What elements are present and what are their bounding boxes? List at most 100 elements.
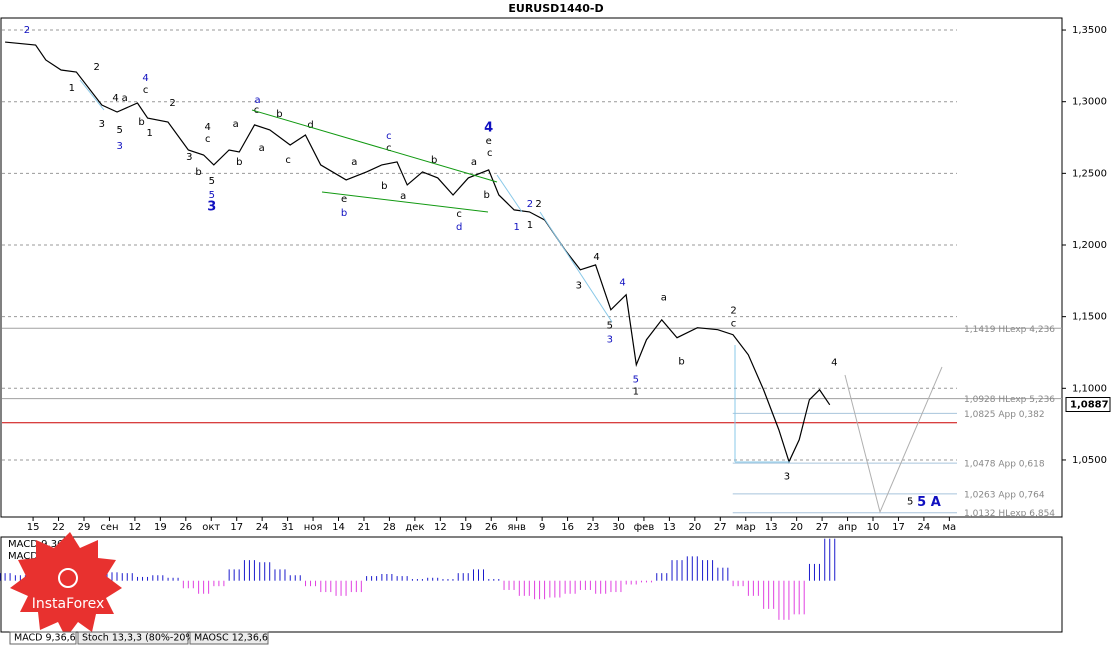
wave-label: 3 — [116, 141, 122, 152]
x-tick-label: 9 — [539, 522, 545, 533]
wave-label: 2 — [527, 199, 533, 210]
wave-label: a — [122, 93, 128, 104]
x-tick-label: сен — [100, 522, 118, 533]
x-tick-label: 21 — [358, 522, 371, 533]
wave-label: c — [285, 155, 291, 166]
x-tick-label: 17 — [230, 522, 243, 533]
y-tick-label: 1,3500 — [1072, 25, 1107, 36]
wave-label: b — [195, 167, 201, 178]
y-tick-label: 1,1500 — [1072, 312, 1107, 323]
wave-label: 4 — [205, 122, 211, 133]
x-tick-label: 16 — [561, 522, 574, 533]
level-label: 1,0478 App 0,618 — [964, 460, 1045, 470]
tab[interactable] — [9, 631, 77, 645]
wave-label: b — [431, 155, 437, 166]
wave-label: 3 — [607, 335, 613, 346]
wave-label: a — [233, 119, 239, 130]
x-tick-label: 29 — [78, 522, 91, 533]
forecast-path — [844, 366, 943, 514]
wave-label: 2 — [730, 306, 736, 317]
wave-label: 1 — [527, 220, 533, 231]
wave-label: 5 — [633, 375, 639, 386]
chart-title: EURUSD1440-D — [508, 2, 603, 15]
wedge-line — [321, 191, 489, 213]
wave-label: 5 — [116, 125, 122, 136]
wave-label: c — [386, 143, 392, 154]
wave-label: b — [276, 109, 282, 120]
x-tick-label: 27 — [816, 522, 829, 533]
tab[interactable] — [77, 631, 189, 645]
wave-label: c — [143, 85, 149, 96]
x-tick-label: 27 — [714, 522, 727, 533]
x-tick-label: 28 — [383, 522, 396, 533]
x-tick-label: апр — [838, 522, 857, 533]
wave-label: d — [307, 120, 313, 131]
projection-line — [496, 174, 523, 213]
wave-label: 1 — [69, 83, 75, 94]
layer: 1,3500 1,3000 1,2500 1,2000 1,1500 1,1000 1,05… — [0, 25, 1111, 620]
last-price-box — [1065, 397, 1111, 413]
wave-label: 4 — [831, 358, 837, 369]
level-label: 1,0132 HLexp 6,854 — [964, 509, 1055, 519]
level-label: 1,1419 HLexp 4,236 — [964, 325, 1055, 335]
wedge-line — [251, 109, 498, 183]
level-label: 1,0825 App 0,382 — [964, 410, 1045, 420]
tab-label[interactable]: MAOSC 12,36,6 — [194, 633, 268, 644]
wave-label: 2 — [169, 98, 175, 109]
wave-label: c — [731, 319, 737, 330]
wave-label: 4 — [593, 252, 599, 263]
wave-label: c — [386, 131, 392, 142]
y-tick-label: 1,3000 — [1072, 97, 1107, 108]
x-tick-label: 14 — [332, 522, 345, 533]
x-tick-label: 22 — [52, 522, 65, 533]
wave-label: 1 — [633, 387, 639, 398]
tab-label[interactable]: MACD 9,36,6 — [14, 633, 76, 644]
wave-label: e — [486, 136, 492, 147]
wave-label: 5 — [907, 497, 913, 508]
wave-label: a — [400, 191, 406, 202]
logo: InstaForex — [10, 532, 122, 638]
tab[interactable] — [189, 631, 269, 645]
wave-label: b — [138, 117, 144, 128]
x-tick-label: мар — [736, 522, 756, 533]
wave-label: c — [254, 105, 260, 116]
wave-label: 1 — [146, 128, 152, 139]
wave-label: 5 — [607, 321, 613, 332]
x-tick-label: 15 — [27, 522, 40, 533]
x-tick-label: 12 — [129, 522, 142, 533]
x-tick-label: 13 — [663, 522, 676, 533]
x-tick-label: 26 — [485, 522, 498, 533]
wave-label: a — [661, 293, 667, 304]
wave-label: a — [351, 157, 357, 168]
wave-label: 4 — [484, 120, 493, 135]
y-tick-label: 1,2000 — [1072, 240, 1107, 251]
x-tick-label: 24 — [918, 522, 931, 533]
wave-label: c — [456, 209, 462, 220]
wave-label: b — [381, 181, 387, 192]
tab-bar: MACD 9,36,6 Stoch 13,3,3 (80%-20%)MAOSC 1… — [9, 631, 269, 645]
price-line — [5, 41, 831, 464]
x-tick-label: 31 — [281, 522, 294, 533]
wave-label: 4 — [619, 278, 625, 289]
x-tick-label: 19 — [154, 522, 167, 533]
logo-burst — [10, 532, 122, 638]
wave-label: 4 — [112, 93, 118, 104]
wave-label: c — [205, 134, 211, 145]
wave-label: 4 — [142, 73, 148, 84]
tab-label[interactable]: Stoch 13,3,3 (80%-20%) — [82, 633, 198, 644]
wave-label: a — [471, 157, 477, 168]
x-tick-label: 10 — [867, 522, 880, 533]
price-frame — [0, 17, 1063, 518]
x-tick-label: 13 — [765, 522, 778, 533]
wave-label: 3 — [207, 199, 216, 214]
x-tick-label: 19 — [459, 522, 472, 533]
wave-label: 5 — [209, 176, 215, 187]
x-tick-label: 26 — [179, 522, 192, 533]
macd-frame — [0, 536, 1063, 633]
projection-line — [79, 79, 105, 111]
wave-label: 3 — [186, 152, 192, 163]
wave-label: 5 A — [917, 495, 941, 510]
wave-label: b — [483, 190, 489, 201]
wave-label: 2 — [24, 25, 30, 36]
